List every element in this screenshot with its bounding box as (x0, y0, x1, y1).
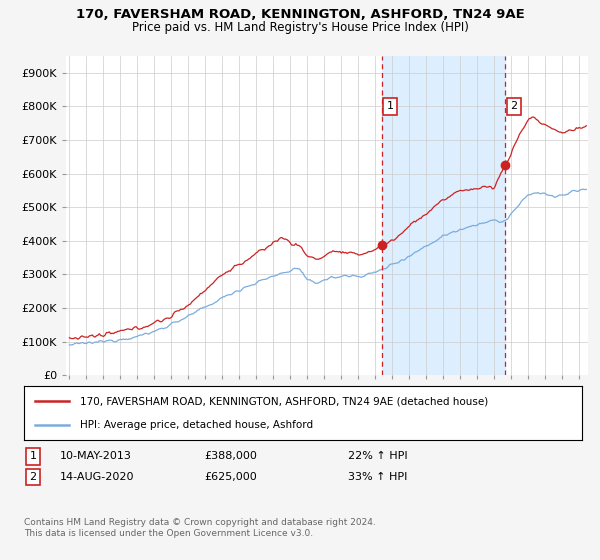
Text: 170, FAVERSHAM ROAD, KENNINGTON, ASHFORD, TN24 9AE: 170, FAVERSHAM ROAD, KENNINGTON, ASHFORD… (76, 8, 524, 21)
Text: 14-AUG-2020: 14-AUG-2020 (60, 472, 134, 482)
Text: Price paid vs. HM Land Registry's House Price Index (HPI): Price paid vs. HM Land Registry's House … (131, 21, 469, 34)
Text: HPI: Average price, detached house, Ashford: HPI: Average price, detached house, Ashf… (80, 419, 313, 430)
Text: £388,000: £388,000 (204, 451, 257, 461)
Text: 170, FAVERSHAM ROAD, KENNINGTON, ASHFORD, TN24 9AE (detached house): 170, FAVERSHAM ROAD, KENNINGTON, ASHFORD… (80, 396, 488, 407)
Text: £625,000: £625,000 (204, 472, 257, 482)
Text: 22% ↑ HPI: 22% ↑ HPI (348, 451, 407, 461)
Text: 33% ↑ HPI: 33% ↑ HPI (348, 472, 407, 482)
Text: 1: 1 (29, 451, 37, 461)
Text: Contains HM Land Registry data © Crown copyright and database right 2024.
This d: Contains HM Land Registry data © Crown c… (24, 518, 376, 538)
Text: 10-MAY-2013: 10-MAY-2013 (60, 451, 132, 461)
Text: 1: 1 (386, 101, 394, 111)
Bar (382, 56, 505, 375)
Text: 2: 2 (510, 101, 517, 111)
Text: 2: 2 (29, 472, 37, 482)
